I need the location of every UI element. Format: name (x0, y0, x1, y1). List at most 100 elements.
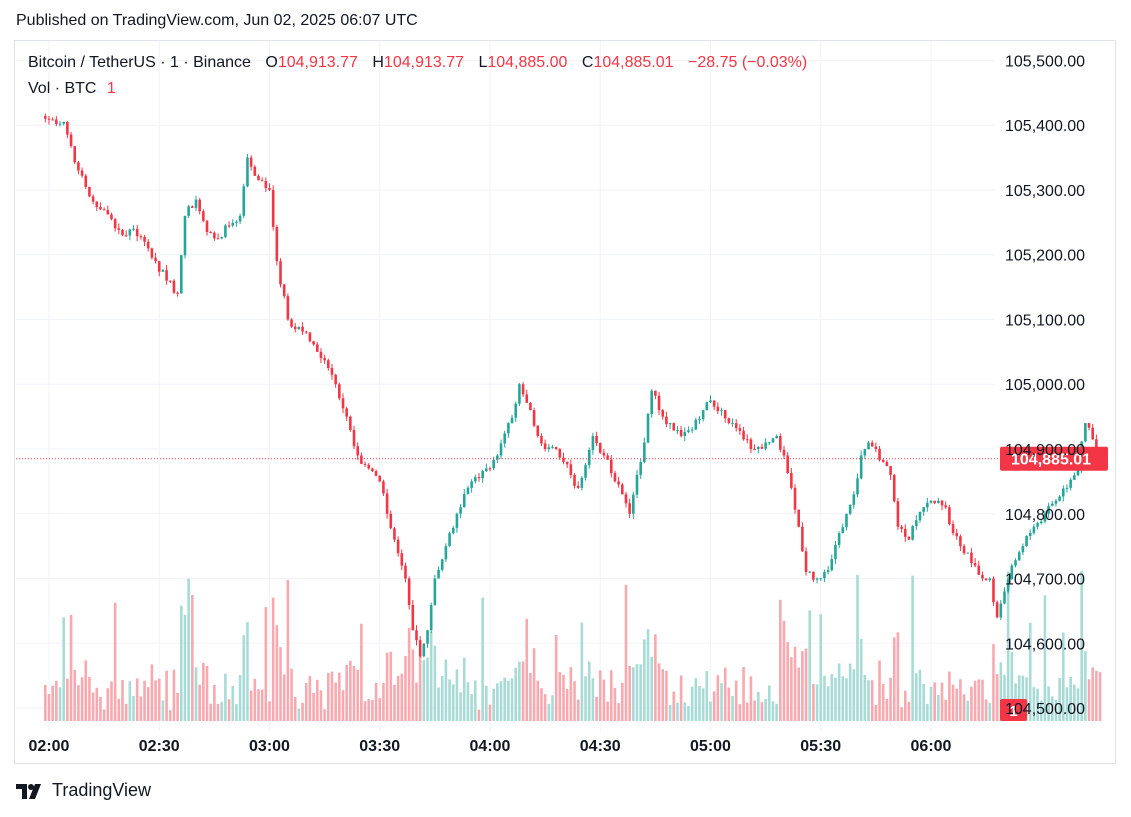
volume-bar (804, 648, 808, 721)
candle-body (554, 446, 558, 449)
candle-body (812, 571, 815, 580)
candle-body (205, 220, 209, 233)
tradingview-logo-icon (16, 783, 41, 799)
candle-body (668, 423, 672, 425)
volume-bar (918, 669, 922, 721)
volume-bar (349, 660, 352, 721)
price-tick-label: 104,500.00 (1005, 701, 1085, 718)
volume-bar (643, 639, 646, 721)
candle-body (768, 442, 771, 444)
candle-body (477, 477, 481, 479)
candle-body (657, 395, 661, 411)
candle-body (507, 423, 510, 434)
candle-body (804, 551, 808, 573)
candle-body (459, 507, 462, 514)
candle-body (966, 552, 970, 554)
volume-bar (863, 674, 867, 721)
candle-body (437, 569, 440, 579)
candle-body (227, 225, 231, 227)
candle-body (951, 524, 955, 534)
volume-bar (738, 704, 742, 721)
candle-body (286, 296, 290, 320)
candle-body (301, 326, 304, 332)
volume-bar (668, 704, 672, 721)
volume-bar (518, 661, 521, 721)
candle-body (455, 513, 459, 528)
volume-bar (249, 690, 253, 721)
volume-bar (970, 686, 973, 721)
volume-bar (1021, 675, 1025, 721)
candle-body (338, 384, 341, 399)
volume-bar (433, 645, 437, 721)
volume-bar (606, 701, 609, 721)
candle-body (503, 433, 506, 444)
volume-bar (1032, 687, 1036, 721)
volume-bar (1076, 688, 1080, 721)
candle-body (1014, 560, 1017, 566)
volume-bar (624, 584, 628, 721)
volume-bar (937, 694, 940, 721)
candle-body (143, 236, 146, 242)
volume-bar (55, 680, 58, 721)
candle-body (525, 394, 529, 403)
candle-body (679, 429, 683, 437)
candle-body (606, 455, 609, 460)
volume-bar (973, 680, 977, 721)
candle-body (591, 436, 595, 450)
volume-bar (378, 698, 382, 721)
candle-body (440, 559, 444, 570)
candle-body (764, 442, 767, 449)
candle-body (349, 416, 352, 431)
volume-bar (1043, 595, 1047, 721)
volume-bar (253, 678, 257, 721)
volume-bar (749, 676, 753, 721)
candle-body (73, 146, 77, 163)
candle-body (940, 500, 944, 506)
candle-body (955, 533, 959, 537)
legend-close: 104,885.01 (593, 54, 674, 71)
candle-body (176, 292, 179, 294)
volume-bar (926, 703, 929, 721)
candle-body (66, 121, 69, 135)
candle-body (632, 494, 635, 514)
volume-bar (734, 680, 738, 721)
volume-bar (47, 694, 51, 721)
candle-body (558, 449, 562, 458)
last-price-label: 104,885.01 (1011, 452, 1091, 469)
volume-bar (981, 679, 984, 721)
volume-bar (157, 678, 161, 721)
volume-bar (760, 702, 764, 721)
volume-bar (999, 662, 1003, 721)
candle-body (937, 500, 940, 503)
candle-body (856, 478, 859, 495)
volume-bar (422, 660, 426, 721)
candle-body (694, 419, 698, 430)
candle-body (433, 578, 437, 605)
volume-bar (279, 647, 282, 721)
candle-body (698, 419, 701, 421)
volume-bar (488, 704, 492, 721)
volume-bar (764, 699, 767, 721)
published-caption: Published on TradingView.com, Jun 02, 20… (16, 12, 418, 29)
volume-bar (393, 684, 396, 721)
candle-body (723, 410, 727, 419)
candle-body (973, 563, 977, 566)
volume-bar (613, 687, 617, 721)
candle-body (499, 443, 503, 456)
candle-body (224, 225, 227, 238)
volume-bar (132, 695, 135, 721)
candle-body (415, 630, 418, 641)
volume-bar (720, 683, 723, 721)
volume-bar (966, 700, 970, 721)
candle-body (933, 500, 936, 503)
volume-bar (988, 702, 992, 721)
candle-body (213, 232, 216, 239)
volume-bar (113, 602, 117, 721)
volume-bar (139, 696, 143, 721)
volume-bar (1050, 696, 1054, 721)
candle-body (382, 481, 385, 494)
volume-bar (437, 687, 440, 721)
volume-bar (885, 698, 889, 721)
candle-body (1039, 521, 1043, 524)
